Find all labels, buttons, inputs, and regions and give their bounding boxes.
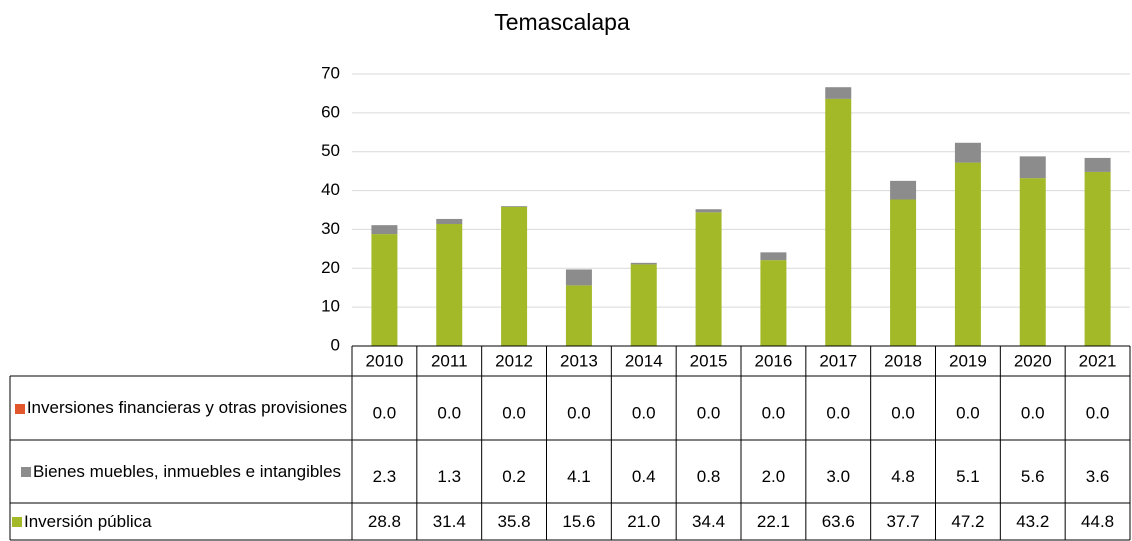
bar-segment — [371, 225, 398, 235]
data-label: 0.0 — [1021, 403, 1045, 422]
x-tick-label: 2010 — [366, 351, 404, 370]
bar-segment — [695, 209, 722, 213]
legend-text-wrap: Inversión pública — [12, 511, 152, 533]
legend-entry: Inversiones financieras y otras provisio… — [12, 376, 350, 440]
data-label: 0.8 — [697, 467, 721, 486]
bar-segment — [501, 206, 528, 346]
x-tick-label: 2019 — [949, 351, 987, 370]
x-tick-label: 2021 — [1079, 351, 1117, 370]
bar-segment — [825, 87, 852, 99]
bar-segment — [1019, 156, 1046, 179]
legend-text-wrap: Inversiones financieras y otras provisio… — [14, 397, 348, 419]
legend-entry-box: Inversión pública — [12, 503, 350, 540]
data-label: 2.0 — [762, 467, 786, 486]
data-label: 1.3 — [437, 467, 461, 486]
legend-entry-box: Inversiones financieras y otras provisio… — [12, 376, 350, 440]
data-label: 3.6 — [1086, 467, 1110, 486]
data-label: 37.7 — [887, 512, 920, 531]
data-label: 15.6 — [562, 512, 595, 531]
y-tick-label: 70 — [321, 63, 340, 82]
data-label: 21.0 — [627, 512, 660, 531]
bar-segment — [630, 264, 657, 346]
bar-segment — [825, 98, 852, 347]
legend-text-wrap: Bienes muebles, inmuebles e intangibles — [20, 461, 342, 483]
data-label: 0.2 — [502, 467, 526, 486]
data-label: 0.0 — [632, 403, 656, 422]
data-label: 5.1 — [956, 467, 980, 486]
legend-swatch — [20, 467, 31, 478]
x-tick-label: 2011 — [431, 351, 468, 370]
y-tick-label: 50 — [321, 141, 340, 160]
x-tick-label: 2014 — [625, 351, 663, 370]
x-tick-label: 2012 — [495, 351, 533, 370]
x-tick-label: 2016 — [755, 351, 793, 370]
bar-segment — [1084, 171, 1111, 346]
data-label: 0.0 — [502, 403, 526, 422]
x-tick-label: 2020 — [1014, 351, 1052, 370]
legend-entry: Inversión pública — [12, 503, 350, 540]
bar-segment — [565, 269, 592, 286]
data-label: 4.1 — [567, 467, 591, 486]
data-label: 0.0 — [956, 403, 980, 422]
data-label: 44.8 — [1081, 512, 1114, 531]
data-label: 0.0 — [762, 403, 786, 422]
bar-segment — [890, 180, 917, 200]
data-label: 22.1 — [757, 512, 790, 531]
x-tick-label: 2018 — [884, 351, 922, 370]
data-label: 35.8 — [498, 512, 531, 531]
chart-title: Temascalapa — [494, 9, 630, 35]
legend-label: Inversiones financieras y otras provisio… — [26, 398, 348, 417]
y-tick-label: 60 — [321, 102, 340, 121]
x-tick-label: 2017 — [819, 351, 857, 370]
legend-swatch — [14, 403, 25, 414]
x-tick-label: 2013 — [560, 351, 598, 370]
data-label: 4.8 — [891, 467, 915, 486]
data-label: 0.0 — [697, 403, 721, 422]
y-tick-label: 0 — [331, 335, 340, 354]
y-tick-label: 10 — [321, 297, 340, 316]
y-tick-label: 20 — [321, 258, 340, 277]
data-label: 43.2 — [1016, 512, 1049, 531]
bar-segment — [1019, 178, 1046, 346]
bar-segment — [695, 212, 722, 346]
data-label: 0.0 — [437, 403, 461, 422]
legend-entry: Bienes muebles, inmuebles e intangibles — [12, 440, 350, 503]
data-label: 28.8 — [368, 512, 401, 531]
bar-segment — [436, 218, 463, 224]
data-label: 31.4 — [433, 512, 466, 531]
bar-segment — [954, 142, 981, 163]
bar-segment — [1084, 157, 1111, 172]
data-label: 34.4 — [692, 512, 725, 531]
bar-segment — [436, 223, 463, 346]
y-tick-label: 40 — [321, 180, 340, 199]
bar-segment — [890, 199, 917, 346]
bar-segment — [630, 262, 657, 265]
legend-swatch — [12, 517, 22, 528]
data-label: 0.0 — [826, 403, 850, 422]
data-label: 0.4 — [632, 467, 656, 486]
bar-segment — [954, 162, 981, 346]
data-label: 47.2 — [951, 512, 984, 531]
data-label: 0.0 — [373, 403, 397, 422]
bar-segment — [565, 285, 592, 346]
x-tick-label: 2015 — [690, 351, 728, 370]
legend-entry-box: Bienes muebles, inmuebles e intangibles — [12, 440, 350, 503]
data-label: 0.0 — [567, 403, 591, 422]
bar-segment — [760, 252, 787, 261]
data-label: 5.6 — [1021, 467, 1045, 486]
bar-segment — [760, 260, 787, 346]
legend-label: Bienes muebles, inmuebles e intangibles — [32, 461, 342, 481]
bar-segment — [501, 206, 528, 207]
bar-segment — [371, 234, 398, 346]
data-label: 63.6 — [822, 512, 855, 531]
data-label: 0.0 — [1086, 403, 1110, 422]
data-label: 2.3 — [373, 467, 397, 486]
data-label: 0.0 — [891, 403, 915, 422]
y-tick-label: 30 — [321, 219, 340, 238]
data-label: 3.0 — [826, 467, 850, 486]
legend-label: Inversión pública — [24, 511, 152, 531]
